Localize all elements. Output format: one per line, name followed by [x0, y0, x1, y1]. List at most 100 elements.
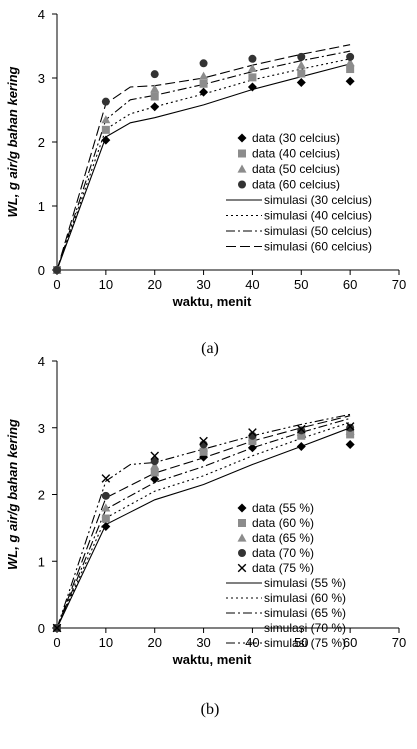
legend-entry: simulasi (65 %) — [264, 606, 346, 620]
data-point — [150, 102, 160, 112]
data-point — [199, 87, 209, 97]
legend-marker — [237, 133, 247, 143]
data-point — [52, 623, 62, 633]
legend-entry: simulasi (30 celcius) — [264, 193, 372, 207]
series-line — [56, 50, 351, 271]
data-point-stroke-b — [150, 451, 160, 461]
data-point — [248, 54, 257, 63]
x-tick-label: 40 — [245, 277, 259, 292]
x-axis-label: waktu, menit — [172, 294, 252, 309]
data-point — [150, 457, 159, 466]
y-tick-label: 3 — [38, 421, 45, 436]
data-point — [296, 441, 306, 451]
legend-entry: simulasi (60 %) — [264, 591, 346, 605]
data-point — [248, 428, 257, 437]
data-point — [101, 97, 110, 106]
x-tick-label: 0 — [53, 635, 60, 650]
data-point — [150, 84, 160, 93]
y-tick-label: 0 — [38, 621, 45, 636]
chart-caption: (a) — [201, 340, 219, 357]
x-tick-label: 10 — [99, 277, 113, 292]
x-tick-label: 50 — [294, 635, 308, 650]
y-tick-label: 0 — [38, 263, 45, 278]
x-axis-label: waktu, menit — [172, 652, 252, 667]
x-tick-label: 20 — [147, 635, 161, 650]
data-point — [150, 474, 160, 484]
data-point — [346, 65, 355, 74]
legend-entry: data (75 %) — [252, 561, 314, 575]
y-tick-label: 2 — [38, 135, 45, 150]
legend-entry: data (70 %) — [252, 546, 314, 560]
series-line — [56, 63, 351, 271]
legend-entry: simulasi (55 %) — [264, 576, 346, 590]
data-point — [296, 77, 306, 87]
data-point — [101, 503, 111, 512]
data-point-stroke-b — [248, 428, 257, 437]
legend-marker-stroke-b — [237, 563, 247, 573]
legend-marker — [237, 563, 247, 573]
data-point — [345, 76, 355, 86]
legend-entry: data (40 celcius) — [252, 147, 340, 161]
x-tick-label: 50 — [294, 277, 308, 292]
legend-entry: simulasi (40 celcius) — [264, 209, 372, 223]
y-tick-label: 3 — [38, 71, 45, 86]
x-tick-label: 0 — [53, 277, 60, 292]
data-point-stroke-b — [52, 623, 62, 633]
legend-entry: data (60 celcius) — [252, 178, 340, 192]
data-point — [297, 52, 306, 61]
legend-entry: data (65 %) — [252, 531, 314, 545]
legend-entry: data (50 celcius) — [252, 162, 340, 176]
data-point — [199, 436, 208, 446]
x-tick-label: 30 — [196, 277, 210, 292]
legend-marker — [237, 164, 247, 173]
data-point-stroke-b — [199, 436, 208, 446]
legend-marker — [238, 549, 246, 557]
x-tick-label: 60 — [343, 277, 357, 292]
data-point — [247, 443, 257, 453]
data-point — [150, 461, 160, 470]
legend-entry: data (60 %) — [252, 516, 314, 530]
data-point — [345, 422, 355, 431]
data-point — [346, 423, 355, 432]
data-point — [296, 424, 306, 434]
data-point — [150, 468, 159, 477]
legend-marker — [237, 503, 247, 513]
data-point — [101, 125, 110, 134]
series-line — [56, 58, 351, 271]
y-tick-label: 4 — [38, 354, 45, 369]
data-point-stroke-b — [345, 422, 355, 431]
y-tick-label: 4 — [38, 7, 45, 22]
legend-entry: simulasi (60 celcius) — [264, 240, 372, 254]
data-point — [296, 60, 306, 69]
data-point — [199, 71, 209, 80]
series-line — [56, 413, 351, 629]
data-point — [346, 52, 355, 61]
legend-marker — [238, 149, 246, 158]
x-tick-label: 70 — [392, 277, 406, 292]
data-point — [248, 73, 257, 82]
data-point — [199, 59, 208, 68]
legend-entry: data (55 %) — [252, 501, 314, 515]
x-tick-label: 20 — [147, 277, 161, 292]
data-point — [101, 115, 111, 124]
data-point — [101, 474, 111, 483]
data-point — [150, 70, 159, 79]
data-point-stroke-b — [101, 474, 111, 483]
data-point — [199, 79, 208, 88]
data-point — [248, 437, 257, 446]
legend-marker — [238, 180, 246, 189]
data-point — [150, 451, 160, 461]
legend-entry: simulasi (75 %) — [264, 636, 346, 650]
y-tick-label: 1 — [38, 554, 45, 569]
data-point — [101, 522, 111, 532]
x-tick-label: 30 — [196, 635, 210, 650]
data-point — [247, 63, 257, 72]
legend-entry: simulasi (70 %) — [264, 621, 346, 635]
legend-marker — [238, 519, 246, 527]
data-point — [199, 447, 208, 456]
data-point — [101, 514, 110, 523]
y-tick-label: 2 — [38, 488, 45, 503]
legend-marker — [237, 533, 247, 542]
chart-caption: (b) — [201, 701, 220, 718]
